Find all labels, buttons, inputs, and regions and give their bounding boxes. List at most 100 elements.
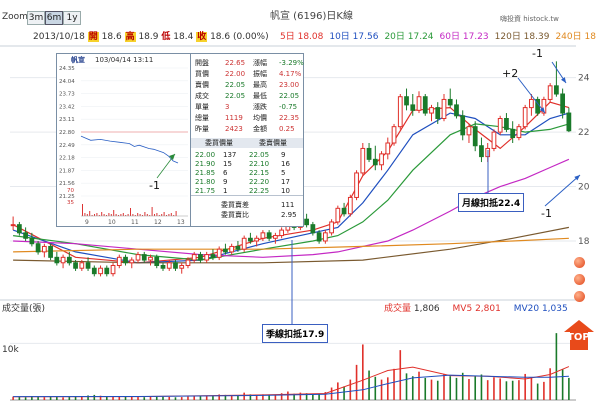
scroll-icon[interactable] <box>574 291 585 302</box>
orderbook-cell: 9 <box>223 178 228 186</box>
orderbook-cell: 21.80 <box>195 178 216 186</box>
volume-bar <box>31 396 33 400</box>
quote-cell: 振幅 <box>253 70 267 78</box>
arrow-shaft <box>544 174 581 207</box>
volume-bar <box>555 333 558 400</box>
volume-bar <box>49 396 52 400</box>
volume-bar <box>180 397 183 400</box>
candle-body <box>460 115 466 136</box>
volume-bar <box>480 374 483 400</box>
inset-timestamp: 103/04/14 13:11 <box>95 56 154 64</box>
candle-body <box>260 232 266 239</box>
candle-body <box>273 235 278 239</box>
volume-bar <box>37 396 39 400</box>
candle <box>541 96 547 116</box>
inset-title: 帆宣 <box>71 56 85 64</box>
ohlc-row: 2013/10/18 開 18.6 高 18.9 低 18.4 收 18.6 (… <box>33 32 269 42</box>
candle-body <box>510 128 516 139</box>
low-label: 低 <box>161 32 171 42</box>
zoom-3m-button[interactable]: 3m <box>27 11 45 25</box>
candle <box>204 251 210 263</box>
intraday-volume-bar <box>82 204 83 216</box>
intraday-volume-bar <box>137 213 139 216</box>
candle <box>154 254 160 269</box>
intraday-volume-bar <box>89 211 91 216</box>
orderbook-row: 21.80 9 22.20 17 <box>191 177 303 187</box>
orderbook-cell: 22.25 <box>249 187 270 195</box>
zoom-in-icon[interactable] <box>574 257 585 268</box>
volume-bar <box>405 373 408 400</box>
candle-body <box>497 118 503 133</box>
volume-axis-label: 10k <box>2 345 19 355</box>
top-button[interactable]: TOP <box>564 320 594 350</box>
orderbook-cell: 6 <box>223 169 228 177</box>
quote-cell: 22.05 <box>225 92 246 100</box>
candle-body <box>554 85 559 95</box>
candle-body <box>385 142 391 155</box>
volume-bar <box>12 396 14 400</box>
candle <box>479 137 484 163</box>
price-tick-label: 24 <box>578 74 590 84</box>
orderbook-header-cell: 委賣價量 <box>259 139 287 147</box>
intraday-volume-bar <box>118 215 119 216</box>
volume-bar <box>93 394 96 400</box>
zoom-label: Zoom <box>2 12 28 22</box>
inset-arrow <box>156 153 176 179</box>
quote-row: 開盤 22.65 漲幅 -3.29% <box>191 58 304 68</box>
orderbook-cell: 22.10 <box>249 160 270 168</box>
quote-cell: 買價 <box>195 70 209 78</box>
quote-cell: 22.05 <box>225 81 246 89</box>
volume-bar <box>386 377 389 400</box>
volume-bar <box>280 393 283 400</box>
volume-bar <box>368 370 370 400</box>
ma-line-ma240 <box>13 237 569 253</box>
candle-body <box>210 254 216 258</box>
volume-bar <box>287 391 289 400</box>
inset-tick-label: 21.25 <box>59 194 75 200</box>
low-value: 18.4 <box>173 32 194 42</box>
volume-bar <box>393 368 395 400</box>
zoom-1y-button[interactable]: 1y <box>63 11 81 25</box>
candle <box>354 170 359 201</box>
volume-bar <box>418 371 420 400</box>
volume-bar <box>312 394 314 400</box>
zoom-out-icon[interactable] <box>574 274 585 285</box>
candle-body <box>198 254 203 261</box>
candle-body <box>529 98 534 109</box>
orderbook-cell: 21.75 <box>195 187 216 195</box>
inset-vol-tick-label: 35 <box>67 200 74 206</box>
candle-body <box>266 232 272 239</box>
quote-cell: 單量 <box>195 103 209 111</box>
candle <box>491 129 497 152</box>
inset-tick-label: 22.80 <box>59 130 75 136</box>
orderbook-cell: 16 <box>281 160 290 168</box>
quote-row: 成交 22.05 最低 22.05 <box>191 91 303 101</box>
candle <box>223 243 228 255</box>
chart-title: 帆宣 (6196)日K線 <box>270 11 353 22</box>
volume-bar <box>74 396 77 400</box>
candle <box>397 94 403 130</box>
intraday-volume-bar <box>115 214 117 216</box>
orderbook-cell: 22.00 <box>195 151 216 159</box>
intraday-volume-bar <box>156 213 158 216</box>
candle <box>129 257 135 269</box>
orderbook-cell: 9 <box>281 151 286 159</box>
candle <box>529 94 534 116</box>
close-label: 收 <box>196 32 208 42</box>
candle <box>335 205 341 225</box>
candle <box>198 251 203 263</box>
candle <box>360 143 366 176</box>
quote-cell: 最低 <box>253 92 267 100</box>
volume-bar <box>324 392 327 400</box>
volume-bar <box>337 382 339 400</box>
candle-body <box>366 147 372 160</box>
candle-body <box>566 112 572 132</box>
candle <box>372 145 378 171</box>
top-label: TOP <box>567 332 590 343</box>
volume-bar <box>99 395 102 400</box>
inset-tick-label: 24.35 <box>59 66 75 72</box>
zoom-6m-button[interactable]: 6m <box>45 11 63 25</box>
candle-body <box>223 248 228 253</box>
candle-body <box>447 98 453 106</box>
